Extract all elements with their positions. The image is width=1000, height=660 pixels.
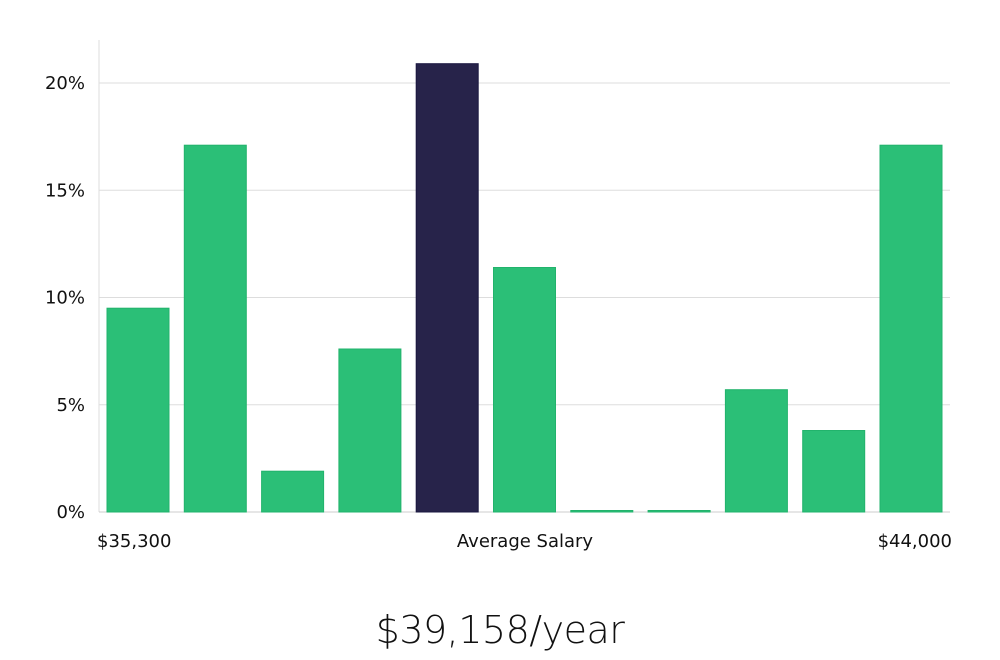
y-tick-label: 0% — [56, 502, 85, 523]
bar — [338, 348, 402, 513]
bar-highlight — [415, 63, 479, 513]
bar — [879, 144, 943, 513]
chart-svg: 0% 5% 10% 15% 20% $35,300 Average Salary $44… — [45, 40, 952, 552]
salary-histogram: 0% 5% 10% 15% 20% $35,300 Average Salary $44… — [45, 40, 952, 552]
bars — [106, 63, 943, 513]
y-tick-label: 5% — [56, 395, 85, 416]
y-tick-label: 10% — [45, 288, 85, 309]
y-tick-label: 15% — [45, 180, 85, 201]
bar — [183, 144, 247, 513]
bar — [493, 267, 556, 513]
average-salary-caption: $39,158/year — [375, 608, 625, 652]
x-min-label: $35,300 — [97, 531, 171, 552]
x-max-label: $44,000 — [878, 531, 952, 552]
bar — [261, 470, 325, 513]
y-tick-label: 20% — [45, 73, 85, 94]
bar — [724, 389, 788, 513]
bar — [647, 510, 711, 513]
y-tick-labels: 0% 5% 10% 15% 20% — [45, 73, 85, 523]
x-axis-title: Average Salary — [457, 531, 594, 552]
bar — [570, 510, 634, 513]
bar — [802, 430, 866, 513]
bar — [106, 307, 170, 513]
